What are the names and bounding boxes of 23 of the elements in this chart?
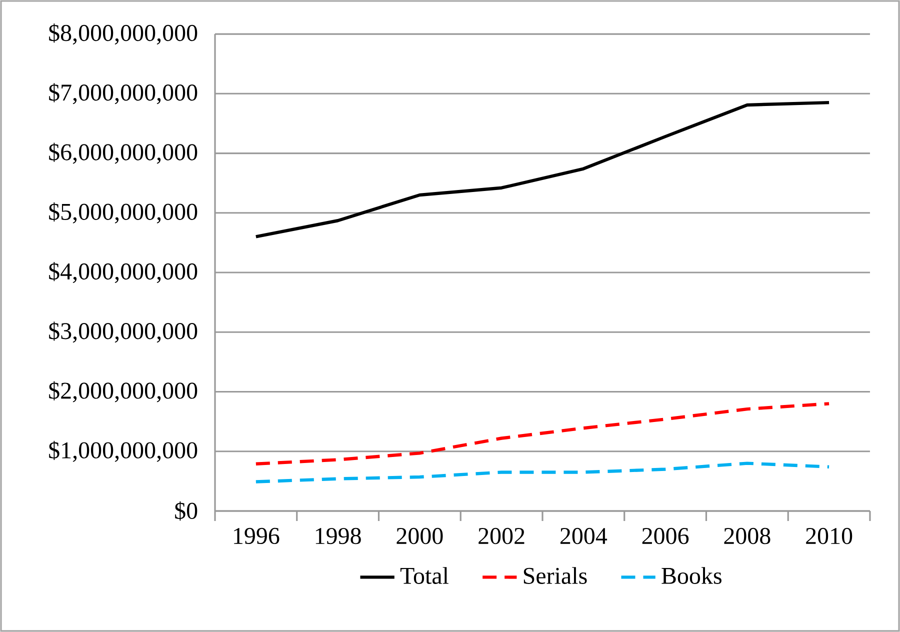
y-tick-label: $2,000,000,000: [49, 381, 198, 402]
x-tick-label: 2002: [478, 528, 524, 544]
y-tick-label: $1,000,000,000: [49, 440, 198, 462]
x-tick-label: 2008: [724, 528, 770, 544]
y-tick-label: $5,000,000,000: [49, 202, 198, 224]
legend-label: Total: [400, 567, 449, 584]
x-tick-label: 2006: [642, 528, 689, 544]
line-series: [254, 402, 831, 466]
y-tick-label: $8,000,000,000: [49, 23, 198, 45]
x-tick-label: 1998: [316, 528, 361, 544]
y-tick-label: $0: [175, 501, 198, 521]
y-tick-label: $4,000,000,000: [49, 262, 198, 284]
line-series: [254, 100, 831, 238]
y-tick-label: $7,000,000,000: [49, 83, 198, 104]
x-tick-label: 2004: [560, 528, 608, 544]
y-tick-label: $3,000,000,000: [49, 322, 198, 343]
x-tick-label: 2010: [806, 528, 852, 544]
legend-label: Books: [662, 567, 722, 584]
x-tick-label: 2000: [396, 528, 443, 544]
y-tick-label: $6,000,000,000: [49, 142, 198, 164]
x-tick-label: 1996: [234, 528, 280, 544]
legend-label: Serials: [524, 567, 587, 584]
line-series: [254, 462, 831, 484]
